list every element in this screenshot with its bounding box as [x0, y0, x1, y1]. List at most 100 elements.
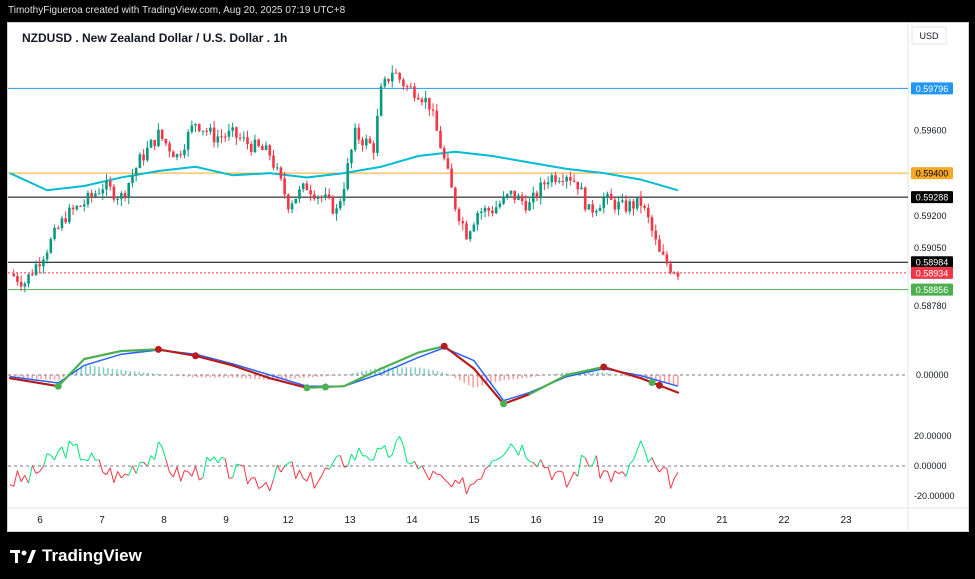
osc-histogram-bar — [156, 373, 158, 375]
tradingview-logo-icon — [10, 550, 36, 563]
osc-histogram-bar — [383, 367, 385, 375]
osc-histogram-bar — [476, 375, 479, 387]
candle — [665, 251, 669, 267]
rsi-segment — [202, 457, 208, 478]
rsi-segment — [321, 467, 326, 476]
rsi-segment — [302, 477, 308, 482]
rsi-segment — [347, 454, 352, 467]
osc-histogram-bar — [187, 375, 189, 377]
candle-body — [34, 264, 38, 275]
candle-body — [658, 239, 661, 252]
candle-body — [580, 187, 583, 190]
candle-body — [164, 138, 168, 144]
candle — [301, 182, 305, 193]
candle-body — [157, 129, 160, 147]
rsi-segment — [458, 477, 464, 484]
candle-body — [661, 251, 665, 255]
currency-badge[interactable]: USD — [911, 26, 947, 45]
osc-histogram-bar — [307, 375, 310, 378]
osc-histogram-bar — [423, 368, 425, 375]
rsi-segment — [169, 471, 174, 478]
candle — [294, 198, 298, 204]
candle-body — [587, 204, 591, 210]
rsi-segment — [462, 477, 467, 495]
rsi-segment — [54, 450, 59, 461]
candle-body — [160, 129, 164, 139]
candle — [30, 269, 34, 277]
candle-body — [272, 155, 275, 168]
rsi-segment — [506, 443, 512, 451]
chart-svg[interactable]: NZDUSD . New Zealand Dollar / U.S. Dolla… — [8, 23, 968, 531]
rsi-segment — [529, 460, 534, 463]
candle — [298, 185, 301, 203]
candle — [38, 257, 41, 274]
osc-histogram-bar — [13, 375, 16, 378]
candle-body — [569, 176, 572, 181]
candle — [576, 181, 580, 195]
osc-histogram-bar — [325, 375, 327, 377]
osc-histogram-bar — [334, 375, 336, 376]
osc-main-line — [342, 367, 383, 388]
candle-body — [261, 146, 264, 151]
price-label-box — [911, 167, 953, 180]
candle — [350, 148, 353, 169]
candle — [342, 182, 346, 206]
rsi-segment — [673, 472, 679, 479]
candle-body — [53, 227, 56, 240]
osc-histogram-bar — [147, 372, 149, 375]
chart-frame[interactable]: NZDUSD . New Zealand Dollar / U.S. Dolla… — [7, 22, 969, 532]
candle-body — [253, 139, 257, 153]
time-axis[interactable]: 6 7 8 9 12 13 14 15 16 19 20 21 22 23 — [37, 515, 852, 526]
candle-body — [168, 143, 171, 152]
candle-body — [576, 181, 580, 190]
candle-body — [127, 183, 131, 197]
rsi-segment — [57, 446, 63, 452]
osc-histogram-bar — [142, 372, 145, 375]
candle — [42, 256, 45, 274]
candle-body — [650, 217, 654, 231]
price-label-0: 0.59796 — [911, 82, 953, 95]
candle — [476, 210, 479, 231]
osc-histogram-bar — [530, 375, 532, 378]
rsi-segment — [310, 472, 315, 489]
candle — [71, 204, 75, 215]
rsi-segment — [325, 467, 330, 470]
candle — [643, 204, 646, 211]
candle — [316, 195, 320, 205]
candle — [223, 132, 227, 143]
candle-body — [439, 130, 442, 149]
osc-histogram-bar — [472, 375, 474, 388]
osc-histogram-bar — [410, 367, 412, 375]
rsi-segment — [610, 470, 616, 483]
candle-body — [190, 125, 194, 132]
osc-histogram-bar — [418, 367, 421, 375]
candle — [465, 220, 468, 240]
osc-histogram-bar — [58, 375, 60, 380]
osc-histogram-bar — [329, 375, 332, 376]
osc-histogram-bar — [583, 372, 586, 375]
candle-body — [179, 154, 183, 156]
candle — [624, 195, 628, 214]
osc-histogram-bar — [129, 370, 132, 375]
osc-histogram-bar — [138, 371, 140, 375]
candle — [583, 186, 587, 212]
candle — [450, 163, 453, 188]
candle-body — [246, 137, 249, 145]
candle-body — [238, 137, 242, 139]
osc-histogram-bar — [303, 375, 305, 378]
candle-body — [290, 203, 294, 210]
rsi-segment — [350, 453, 356, 461]
rsi-segment — [132, 465, 137, 474]
rsi-segment — [447, 482, 453, 488]
osc-histogram-bar — [499, 375, 501, 382]
osc-histogram-bar — [356, 372, 359, 375]
rsi-segment — [644, 450, 649, 463]
candle-body — [376, 115, 379, 153]
candle-body — [550, 175, 554, 183]
candle — [231, 122, 234, 137]
candle-body — [123, 193, 127, 197]
price-axis[interactable]: 0.59600 0.59200 0.59050 0.58780 — [914, 125, 947, 311]
osc-histogram-bar — [454, 375, 457, 379]
price-label-2: 0.59288 — [911, 191, 953, 204]
candle — [272, 150, 275, 171]
